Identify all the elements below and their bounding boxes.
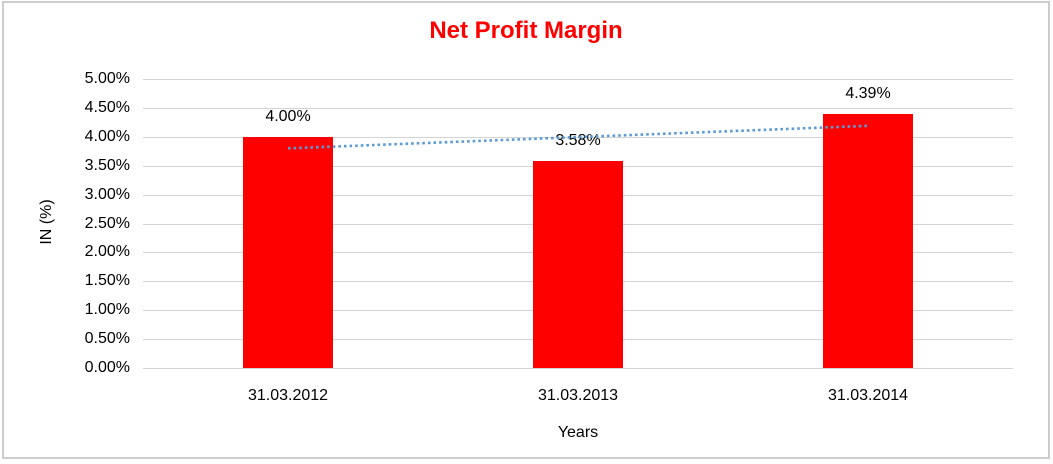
bar-data-label: 4.00%: [265, 108, 311, 125]
y-tick-label: 2.00%: [84, 243, 130, 260]
plot-area: 4.00% 3.58% 4.39%: [143, 79, 1013, 369]
bar-31.03.2012: [243, 137, 333, 368]
y-tick-label: 0.50%: [84, 330, 130, 347]
x-tick-label: 31.03.2013: [537, 387, 619, 404]
y-tick-label: 3.50%: [84, 157, 130, 174]
y-tick-label: 2.50%: [84, 215, 130, 232]
y-tick-label: 4.00%: [84, 128, 130, 145]
gridline: [143, 79, 1013, 80]
y-tick-label: 4.50%: [84, 99, 130, 116]
bar-data-label: 3.58%: [555, 132, 601, 149]
y-tick-label: 0.00%: [84, 359, 130, 376]
x-tick-label: 31.03.2012: [247, 387, 329, 404]
y-tick-label: 3.00%: [84, 186, 130, 203]
bar-31.03.2013: [533, 161, 623, 368]
trendline: [287, 124, 869, 150]
chart-title: Net Profit Margin: [429, 17, 623, 44]
y-tick-label: 1.50%: [84, 272, 130, 289]
x-axis-title: Years: [557, 424, 599, 441]
gridline: [143, 108, 1013, 109]
bar-31.03.2014: [823, 114, 913, 368]
gridline: [143, 137, 1013, 138]
gridline: [143, 368, 1013, 369]
bar-data-label: 4.39%: [845, 85, 891, 102]
y-tick-label: 1.00%: [84, 301, 130, 318]
x-tick-label: 31.03.2014: [827, 387, 909, 404]
y-tick-label: 5.00%: [84, 70, 130, 87]
